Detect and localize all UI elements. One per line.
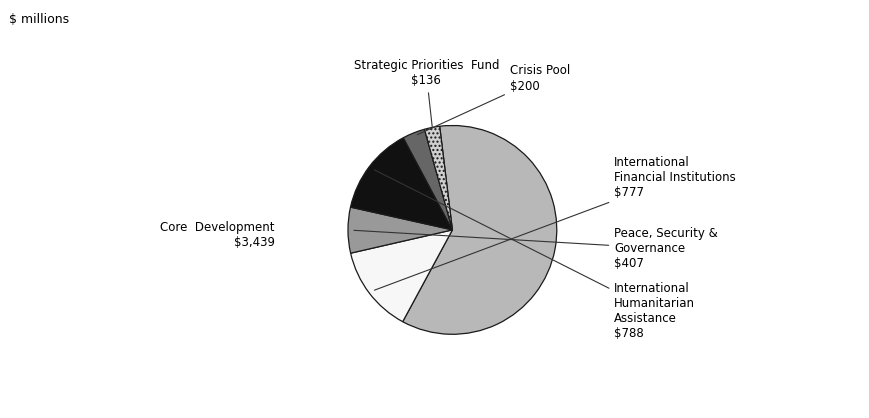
Wedge shape (403, 129, 452, 230)
Wedge shape (402, 125, 556, 334)
Wedge shape (348, 207, 452, 253)
Text: $ millions: $ millions (9, 13, 69, 25)
Text: Core  Development
$3,439: Core Development $3,439 (160, 221, 275, 249)
Text: Peace, Security &
Governance
$407: Peace, Security & Governance $407 (354, 227, 717, 270)
Wedge shape (350, 138, 452, 230)
Text: Strategic Priorities  Fund
$136: Strategic Priorities Fund $136 (353, 59, 499, 128)
Text: International
Humanitarian
Assistance
$788: International Humanitarian Assistance $7… (374, 170, 694, 340)
Wedge shape (350, 230, 452, 322)
Text: Crisis Pool
$200: Crisis Pool $200 (417, 64, 569, 135)
Wedge shape (424, 126, 452, 230)
Text: International
Financial Institutions
$777: International Financial Institutions $77… (374, 156, 735, 290)
